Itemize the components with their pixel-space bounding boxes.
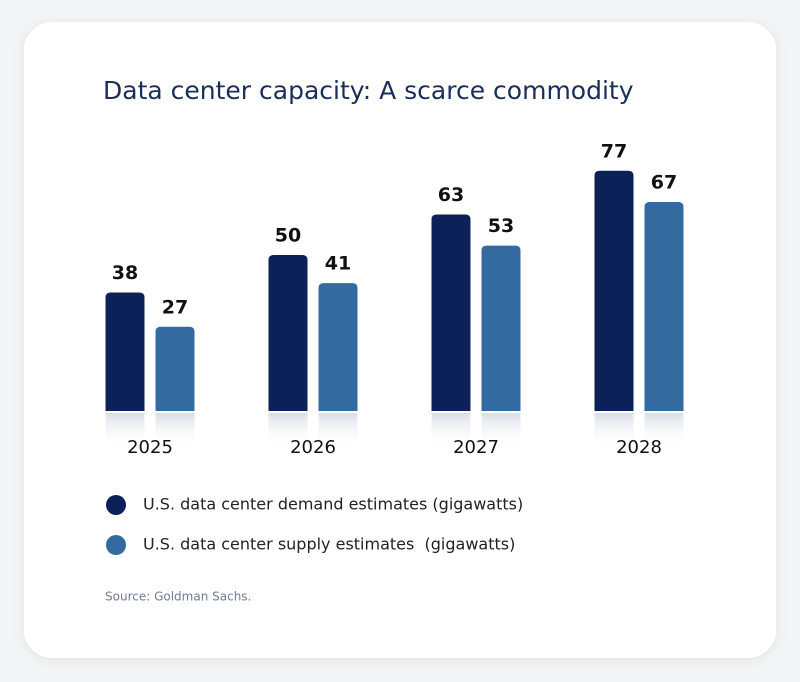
legend-marker [106, 535, 126, 555]
legend-label: U.S. data center demand estimates (gigaw… [143, 495, 523, 514]
value-label: 41 [325, 253, 351, 275]
value-label: 77 [601, 140, 627, 162]
bar-reflection [155, 413, 195, 447]
x-tick-label: 2027 [453, 437, 499, 458]
value-label: 27 [162, 296, 188, 318]
bar-reflection [268, 413, 308, 447]
legend-label: U.S. data center supply estimates (gigaw… [143, 535, 515, 554]
bar [155, 326, 195, 411]
value-label: 67 [651, 171, 677, 193]
value-label: 50 [275, 225, 301, 247]
x-tick-label: 2028 [616, 437, 662, 458]
value-label: 63 [438, 184, 464, 206]
bar-reflection [431, 413, 471, 447]
x-tick-label: 2025 [127, 437, 173, 458]
bar-reflection [318, 413, 358, 447]
source-note: Source: Goldman Sachs. [105, 590, 251, 604]
bar [268, 255, 308, 411]
bar [318, 283, 358, 411]
bar-reflection [481, 413, 521, 447]
bar-reflection [594, 413, 634, 447]
bar [431, 214, 471, 411]
legend-marker [106, 495, 126, 515]
bar [644, 201, 684, 411]
card [24, 22, 776, 658]
bar [105, 292, 145, 411]
x-tick-label: 2026 [290, 437, 336, 458]
bar [594, 170, 634, 411]
bar [481, 245, 521, 411]
chart-title: Data center capacity: A scarce commodity [103, 76, 634, 105]
bar-reflection [644, 413, 684, 447]
bar-reflection [105, 413, 145, 447]
value-label: 38 [112, 262, 138, 284]
value-label: 53 [488, 215, 514, 237]
